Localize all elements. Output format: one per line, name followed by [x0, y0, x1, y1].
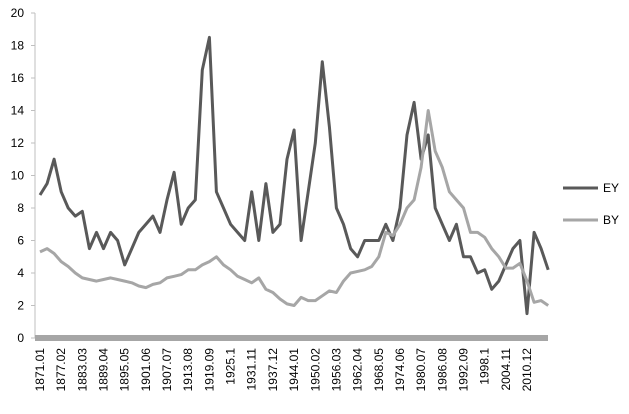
y-tick-label: 12: [11, 136, 25, 150]
y-tick-label: 18: [11, 39, 25, 53]
x-tick-label: 1889.04: [97, 348, 111, 392]
x-tick-label: 1931.11: [245, 348, 259, 391]
x-tick-label: 1962.04: [351, 348, 365, 392]
y-tick-label: 8: [17, 201, 24, 215]
x-tick-label: 1998.1: [478, 348, 492, 385]
x-tick-label: 1974.06: [393, 348, 407, 392]
y-tick-label: 10: [11, 169, 25, 183]
x-tick-label: 1944.01: [287, 348, 301, 392]
y-tick-label: 0: [17, 331, 24, 345]
x-tick-label: 2004.11: [499, 348, 513, 391]
x-tick-label: 2010.12: [520, 348, 534, 392]
x-tick-label: 1907.07: [160, 348, 174, 392]
x-tick-label: 1925.1: [224, 348, 238, 385]
x-tick-label: 1877.02: [54, 348, 68, 392]
x-tick-label: 1980.07: [414, 348, 428, 392]
x-tick-label: 1950.02: [308, 348, 322, 392]
y-tick-label: 6: [17, 234, 24, 248]
x-tick-label: 1913.08: [181, 348, 195, 392]
x-tick-label: 1956.03: [329, 348, 343, 392]
x-tick-label: 1919.09: [202, 348, 216, 392]
x-tick-label: 1883.03: [75, 348, 89, 392]
series-line: [39, 109, 550, 307]
series-line: [38, 35, 550, 316]
y-tick-label: 2: [17, 299, 24, 313]
x-axis: [35, 335, 548, 341]
x-tick-label: 1871.01: [33, 348, 47, 392]
y-tick-label: 20: [11, 6, 25, 20]
x-tick-label: 1968.05: [372, 348, 386, 392]
x-tick-label: 1937.12: [266, 348, 280, 392]
y-tick-label: 14: [11, 104, 25, 118]
y-tick-label: 16: [11, 71, 25, 85]
x-tick-label: 1901.06: [139, 348, 153, 392]
y-tick-label: 4: [17, 266, 24, 280]
x-tick-label: 1986.08: [435, 348, 449, 392]
legend-label: EY: [603, 181, 619, 195]
x-tick-label: 1992.09: [456, 348, 470, 392]
legend-label: BY: [603, 213, 619, 227]
x-tick-label: 1895.05: [118, 348, 132, 392]
